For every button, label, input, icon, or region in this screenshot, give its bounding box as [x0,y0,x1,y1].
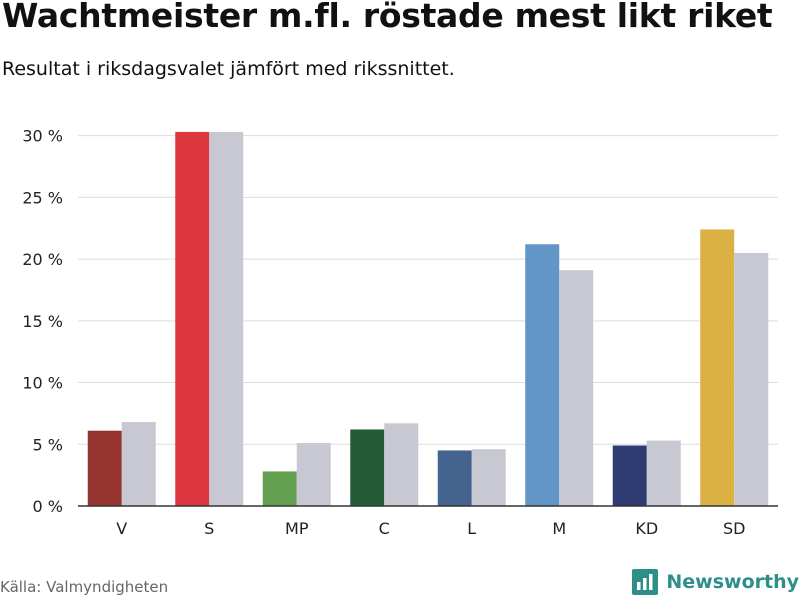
chart-subtitle: Resultat i riksdagsvalet jämfört med rik… [2,58,455,80]
bar-local [175,131,210,507]
x-tick-label: S [204,519,214,538]
bar-local [262,471,297,506]
bar-local [87,430,122,506]
bar-national [559,270,594,506]
y-tick-label: 20 % [22,250,63,269]
brand-name: Newsworthy [666,571,799,593]
bar-chart-logo-icon [632,569,659,595]
bar-national [121,422,156,506]
x-tick-label: M [552,519,566,538]
y-tick-label: 30 % [22,127,63,146]
bar-local [525,244,560,506]
chart-title: Wachtmeister m.fl. röstade mest likt rik… [2,0,773,35]
bar-local [612,445,647,506]
y-tick-label: 10 % [22,374,63,393]
y-tick-label: 0 % [33,497,63,516]
bar-local [700,229,735,506]
x-tick-label: V [116,519,127,538]
x-tick-label: C [379,519,390,538]
bar-local [437,450,472,506]
brand-logo[interactable]: Newsworthy [632,569,799,595]
bar-national [646,440,681,506]
x-tick-label: L [467,519,476,538]
bar-national [734,252,769,506]
x-tick-label: KD [635,519,658,538]
x-tick-label: SD [723,519,745,538]
y-tick-label: 5 % [33,435,63,454]
bar-national [296,443,331,506]
y-tick-label: 15 % [22,312,63,331]
bar-chart: 0 % 5 % 10 % 15 % 20 % 25 % 30 % V S MP C L M KD SD [22,127,778,538]
bar-local [350,429,385,506]
bar-national [384,423,419,506]
x-tick-label: MP [285,519,309,538]
bar-national [471,449,506,506]
source-note: Källa: Valmyndigheten [0,578,169,596]
bar-national [209,131,244,507]
y-tick-label: 25 % [22,188,63,207]
